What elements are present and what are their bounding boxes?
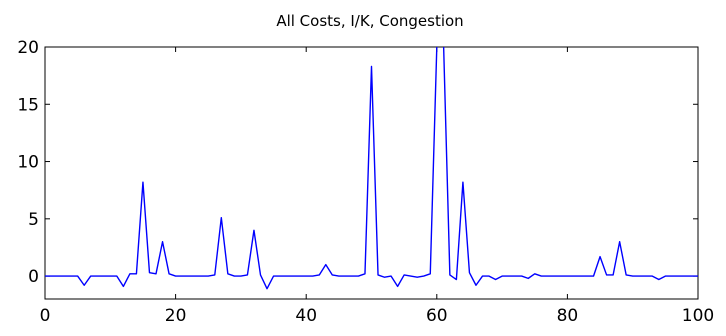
- plot-area: [44, 46, 699, 300]
- x-tick-label: 100: [682, 306, 714, 326]
- x-tick-label: 60: [426, 306, 448, 326]
- y-tick-label: 20: [17, 38, 39, 58]
- y-tick-label: 10: [17, 153, 39, 173]
- x-tick-label: 0: [40, 306, 51, 326]
- y-tick-label: 0: [28, 267, 39, 287]
- x-tick-label: 20: [165, 306, 187, 326]
- chart-title: All Costs, I/K, Congestion: [276, 12, 463, 30]
- y-tick-label: 5: [28, 210, 39, 230]
- y-tick-label: 15: [17, 95, 39, 115]
- x-tick-label: 80: [557, 306, 579, 326]
- series-line-0: [45, 47, 698, 290]
- x-tick-label: 40: [295, 306, 317, 326]
- axis-ticks: 0 20 40 60 80 100 0 5 10 15 20: [17, 38, 714, 326]
- series-group: [45, 47, 698, 290]
